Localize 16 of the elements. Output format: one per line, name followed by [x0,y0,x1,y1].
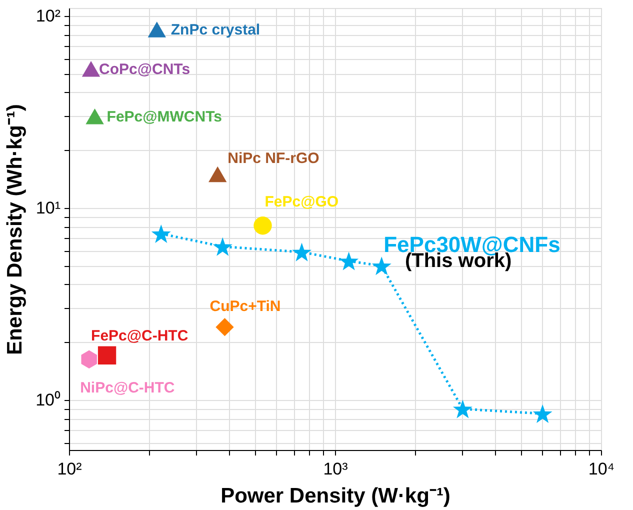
x-tick-label: 10³ [323,460,348,478]
y-tick-label: 10¹ [36,198,61,218]
series-label: NiPc@C-HTC [80,379,175,396]
x-tick-label: 10² [57,460,82,478]
y-tick-label: 10² [36,6,61,26]
series-label: NiPc NF-rGO [228,150,320,168]
series-label: FePc@C-HTC [91,327,188,344]
series-label: ZnPc crystal [170,22,260,39]
series-label: CuPc+TiN [210,298,281,316]
y-tick-label: 10⁰ [36,390,60,410]
x-axis-title: Power Density (W·kg⁻¹) [220,484,450,508]
y-axis-title: Energy Density (Wh·kg⁻¹) [4,104,27,355]
series-label: FePc@GO [264,194,339,211]
x-tick-label: 10⁴ [588,460,615,478]
series-label: CoPc@CNTs [99,60,190,78]
series-label: FePc@MWCNTs [106,108,222,126]
